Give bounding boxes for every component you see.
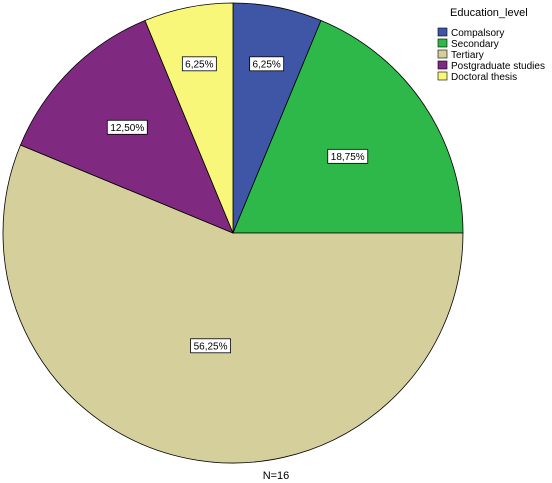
legend: Education_level CompalsorySecondaryTerti… xyxy=(437,7,545,83)
legend-items: CompalsorySecondaryTertiaryPostgraduate … xyxy=(437,27,545,83)
legend-item-secondary: Secondary xyxy=(437,38,499,50)
legend-label: Tertiary xyxy=(451,50,484,61)
legend-label: Compalsory xyxy=(451,28,504,39)
slice-label-text: 56,25% xyxy=(194,341,228,352)
slice-label-compalsory: 6,25% xyxy=(249,56,285,72)
sample-size-label: N=16 xyxy=(263,470,290,482)
legend-label: Doctoral thesis xyxy=(451,72,517,83)
legend-swatch xyxy=(437,49,448,59)
pie-slice-tertiary xyxy=(2,144,464,464)
slice-label-text: 12,50% xyxy=(110,123,144,134)
slice-label-doctoral-thesis: 6,25% xyxy=(181,56,217,72)
slice-label-text: 18,75% xyxy=(331,152,365,163)
legend-item-doctoral-thesis: Doctoral thesis xyxy=(437,71,517,83)
pie-slice-labels: 6,25% 18,75% 56,25% 12,50% 6,25% xyxy=(106,56,369,354)
slice-label-box xyxy=(106,119,148,135)
pie-slices xyxy=(2,2,464,464)
pie-slice-secondary xyxy=(232,19,464,234)
slice-label-text: 6,25% xyxy=(185,59,213,70)
legend-swatch xyxy=(437,60,448,70)
legend-item-tertiary: Tertiary xyxy=(437,49,484,61)
slice-label-box xyxy=(181,56,217,72)
legend-swatch xyxy=(437,38,448,48)
slice-label-box xyxy=(327,148,369,164)
slice-label-box xyxy=(249,56,285,72)
legend-item-postgraduate-studies: Postgraduate studies xyxy=(437,60,545,72)
slice-label-tertiary: 56,25% xyxy=(190,338,231,354)
slice-label-box xyxy=(190,338,231,354)
legend-swatch xyxy=(437,27,448,37)
legend-item-compalsory: Compalsory xyxy=(437,27,504,39)
legend-title: Education_level xyxy=(450,7,528,19)
slice-label-secondary: 18,75% xyxy=(327,148,369,164)
legend-label: Secondary xyxy=(451,39,499,50)
slice-label-postgraduate-studies: 12,50% xyxy=(106,119,148,135)
legend-label: Postgraduate studies xyxy=(451,61,545,72)
legend-swatch xyxy=(437,71,448,81)
slice-label-text: 6,25% xyxy=(252,59,280,70)
